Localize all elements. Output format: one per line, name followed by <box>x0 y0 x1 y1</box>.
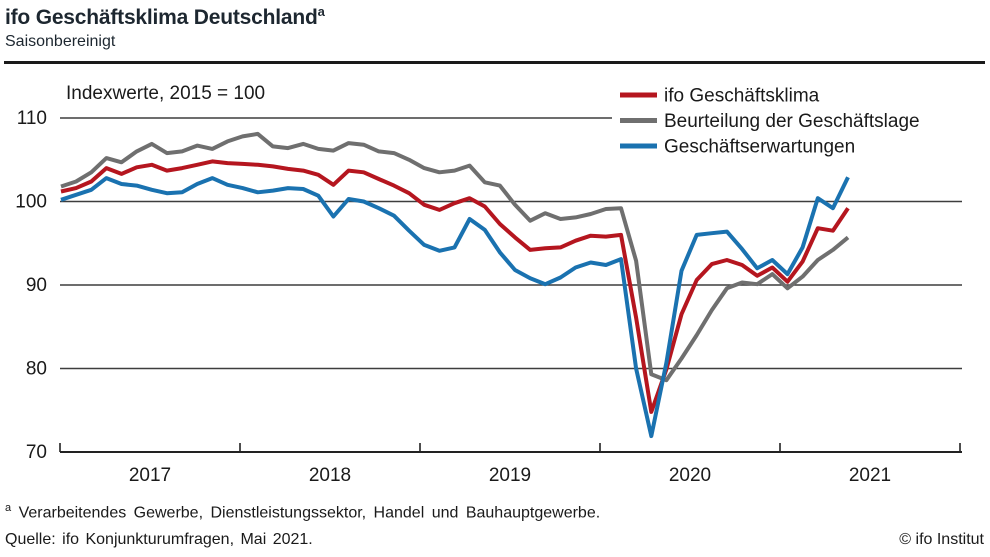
footnote-marker: a <box>5 502 12 514</box>
x-axis-label-2017: 2017 <box>129 465 171 486</box>
y-axis-label-110: 110 <box>17 108 47 129</box>
copyright-text: © ifo Institut <box>899 531 984 549</box>
page-title-footnote-marker: a <box>317 4 325 19</box>
legend-label-klima: ifo Geschäftsklima <box>664 86 820 107</box>
y-axis-label-80: 80 <box>26 359 47 380</box>
footnote: a Verarbeitendes Gewerbe, Dienstleistung… <box>5 502 984 522</box>
y-axis-label-100: 100 <box>15 192 47 213</box>
source-text: Quelle: ifo Konjunkturumfragen, Mai 2021… <box>5 531 313 549</box>
y-axis-label-70: 70 <box>26 442 47 463</box>
legend-label-lage: Beurteilung der Geschäftslage <box>664 111 920 132</box>
footer-row: Quelle: ifo Konjunkturumfragen, Mai 2021… <box>5 531 984 549</box>
x-axis: 2017 2018 2019 2020 2021 <box>129 465 891 486</box>
header: ifo Geschäftsklima Deutschlanda Saisonbe… <box>5 4 325 51</box>
x-axis-label-2018: 2018 <box>309 465 351 486</box>
legend: ifo Geschäftsklima Beurteilung der Gesch… <box>612 79 968 162</box>
legend-item-geschaeftsklima: ifo Geschäftsklima <box>620 86 820 107</box>
page-title-text: ifo Geschäftsklima Deutschland <box>5 6 318 29</box>
legend-label-erwartungen: Geschäftserwartungen <box>664 137 855 158</box>
y-axis: 110 100 90 80 70 <box>15 108 47 463</box>
y-axis-label-90: 90 <box>26 275 47 296</box>
chart-annotation: Indexwerte, 2015 = 100 <box>66 83 265 104</box>
footnote-text: Verarbeitendes Gewerbe, Dienstleistungss… <box>18 504 601 522</box>
x-axis-label-2021: 2021 <box>849 465 891 486</box>
legend-item-geschaeftslage: Beurteilung der Geschäftslage <box>620 111 920 132</box>
legend-background <box>612 79 968 162</box>
page-title: ifo Geschäftsklima Deutschlanda <box>5 4 325 31</box>
x-axis-label-2020: 2020 <box>669 465 711 486</box>
footer: a Verarbeitendes Gewerbe, Dienstleistung… <box>5 502 984 549</box>
x-axis-label-2019: 2019 <box>489 465 531 486</box>
page-subtitle: Saisonbereinigt <box>5 33 116 51</box>
title-divider <box>4 61 985 64</box>
data-series-lines <box>60 131 850 439</box>
legend-item-erwartungen: Geschäftserwartungen <box>620 137 855 158</box>
gridlines <box>59 117 962 453</box>
